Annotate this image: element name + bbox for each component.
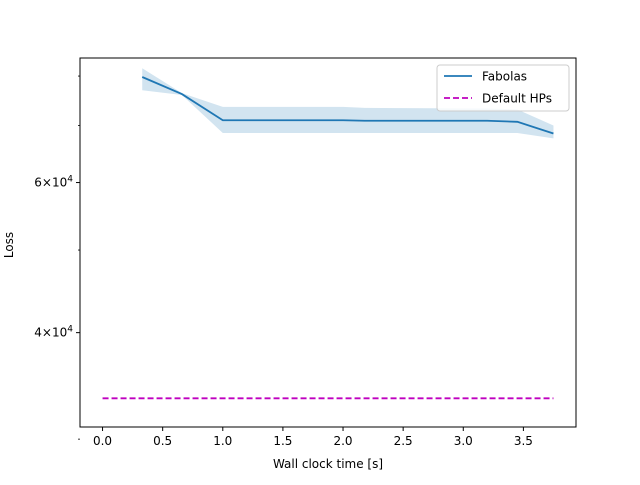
y-axis-label: Loss xyxy=(2,232,16,258)
plot-area xyxy=(102,68,554,400)
series-line-fabolas xyxy=(141,76,554,135)
x-tick-label: 1.0 xyxy=(213,434,232,448)
x-axis: 0.0 0.5 1.0 1.5 2.0 2.5 3.0 3.5 xyxy=(93,427,533,448)
y-tick-label: 4×104 xyxy=(34,325,73,340)
legend: Fabolas Default HPs xyxy=(436,64,570,112)
x-tick-label: 0.0 xyxy=(93,434,112,448)
legend-label-default-hps: Default HPs xyxy=(482,92,552,106)
x-tick-label: 0.5 xyxy=(153,434,172,448)
x-tick-label: 1.5 xyxy=(273,434,292,448)
y-axis: 4×104 6×104 xyxy=(34,75,80,440)
legend-label-fabolas: Fabolas xyxy=(482,70,527,84)
x-tick-label: 3.5 xyxy=(514,434,533,448)
x-tick-label: 2.5 xyxy=(394,434,413,448)
x-axis-label: Wall clock time [s] xyxy=(273,457,383,471)
axes-frame xyxy=(79,57,577,428)
x-tick-label: 3.0 xyxy=(454,434,473,448)
x-tick-label: 2.0 xyxy=(333,434,352,448)
y-tick-label: 6×104 xyxy=(34,175,73,190)
